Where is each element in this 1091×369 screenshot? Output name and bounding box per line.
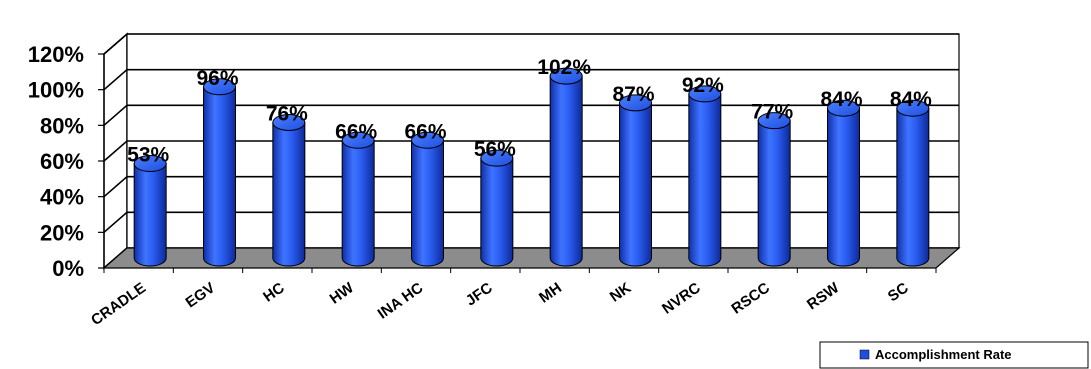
x-category-label: RSCC	[728, 279, 773, 317]
bar-body	[619, 102, 652, 267]
bar-hc	[272, 113, 306, 267]
bar-body	[549, 75, 583, 267]
y-tick-label: 80%	[40, 113, 84, 138]
bar-body	[757, 120, 791, 267]
data-label: 77%	[751, 101, 793, 124]
bar-cap	[549, 67, 583, 85]
x-category-label: NK	[607, 279, 635, 305]
bar-body	[133, 162, 167, 267]
bar-mh	[549, 67, 583, 267]
bar-cap	[827, 99, 860, 117]
legend-label: Accomplishment Rate	[875, 347, 1012, 362]
data-label: 96%	[196, 67, 238, 90]
bar-sc	[896, 99, 930, 267]
bar-cap	[896, 99, 930, 117]
gridline	[103, 104, 959, 126]
data-label: 92%	[682, 74, 724, 97]
y-tick-label: 100%	[28, 78, 84, 103]
x-category-label: MH	[536, 279, 565, 306]
data-label: 102%	[537, 56, 591, 79]
bar-body	[411, 139, 444, 267]
gridline	[103, 33, 959, 55]
bar-nvrc	[688, 85, 722, 267]
x-category-label: EGV	[183, 279, 219, 311]
x-category-label: CRADLE	[88, 279, 149, 329]
y-tick-label: 20%	[40, 220, 84, 245]
x-category-label: JFC	[463, 279, 496, 309]
bar-egv	[203, 78, 236, 267]
bar-rscc	[757, 112, 791, 267]
bar-cap	[757, 112, 791, 130]
bar-body	[896, 107, 930, 267]
x-category-label: HC	[260, 279, 288, 305]
data-label: 84%	[820, 88, 862, 111]
data-labels: 53% 96% 76% 66% 66% 56% 102% 87% 92% 77% 84% 84%	[127, 56, 932, 166]
bar-rsw	[827, 99, 860, 267]
bar-cap	[480, 149, 514, 167]
x-axis-categories: CRADLE EGV HC HW INA HC JFC MH NK NVRC RSCC RSW SC	[88, 279, 912, 329]
bar-body	[341, 139, 375, 267]
bar-cap	[133, 154, 167, 172]
bar-cap	[272, 113, 306, 131]
bar-hw	[341, 131, 375, 267]
bar-body	[272, 121, 306, 267]
bar-cap	[688, 85, 722, 103]
x-category-label: RSW	[804, 279, 843, 313]
gridline	[103, 140, 959, 162]
y-tick-label: 40%	[40, 185, 84, 210]
bar-jfc	[480, 149, 514, 267]
x-category-label: HW	[327, 279, 358, 308]
gridline	[103, 211, 959, 233]
data-label: 56%	[474, 138, 516, 161]
gridline	[103, 175, 959, 198]
x-category-label: SC	[885, 279, 912, 305]
data-label: 84%	[890, 88, 932, 111]
bar-body	[203, 86, 236, 267]
y-tick-label: 0%	[52, 256, 84, 281]
bar-body	[827, 107, 860, 267]
legend-box	[819, 341, 1089, 369]
data-label: 66%	[335, 120, 377, 143]
bar-body	[688, 93, 722, 267]
y-tick-label: 60%	[40, 149, 84, 174]
bar-cradle	[133, 154, 167, 267]
chart-floor	[102, 247, 961, 273]
legend: Accomplishment Rate	[819, 341, 1089, 369]
bar-body	[480, 157, 514, 267]
bar-ina-hc	[411, 131, 444, 267]
data-label: 76%	[266, 102, 308, 125]
gridlines	[103, 33, 959, 269]
gridline	[103, 68, 959, 91]
x-category-label: INA HC	[375, 279, 427, 322]
bar-cap	[619, 94, 652, 112]
data-label: 53%	[127, 143, 169, 166]
bar-nk	[619, 94, 652, 267]
data-label: 66%	[404, 120, 446, 143]
bar-cap	[341, 131, 375, 149]
bar-cap	[411, 131, 444, 149]
y-axis-ticks: 0% 20% 40% 60% 80% 100% 120%	[28, 42, 105, 281]
bar-cap	[203, 78, 236, 96]
legend-swatch	[859, 349, 870, 360]
bar-series	[133, 67, 930, 267]
data-label: 87%	[612, 83, 654, 106]
x-category-label: NVRC	[659, 279, 704, 317]
y-tick-label: 120%	[28, 42, 84, 67]
